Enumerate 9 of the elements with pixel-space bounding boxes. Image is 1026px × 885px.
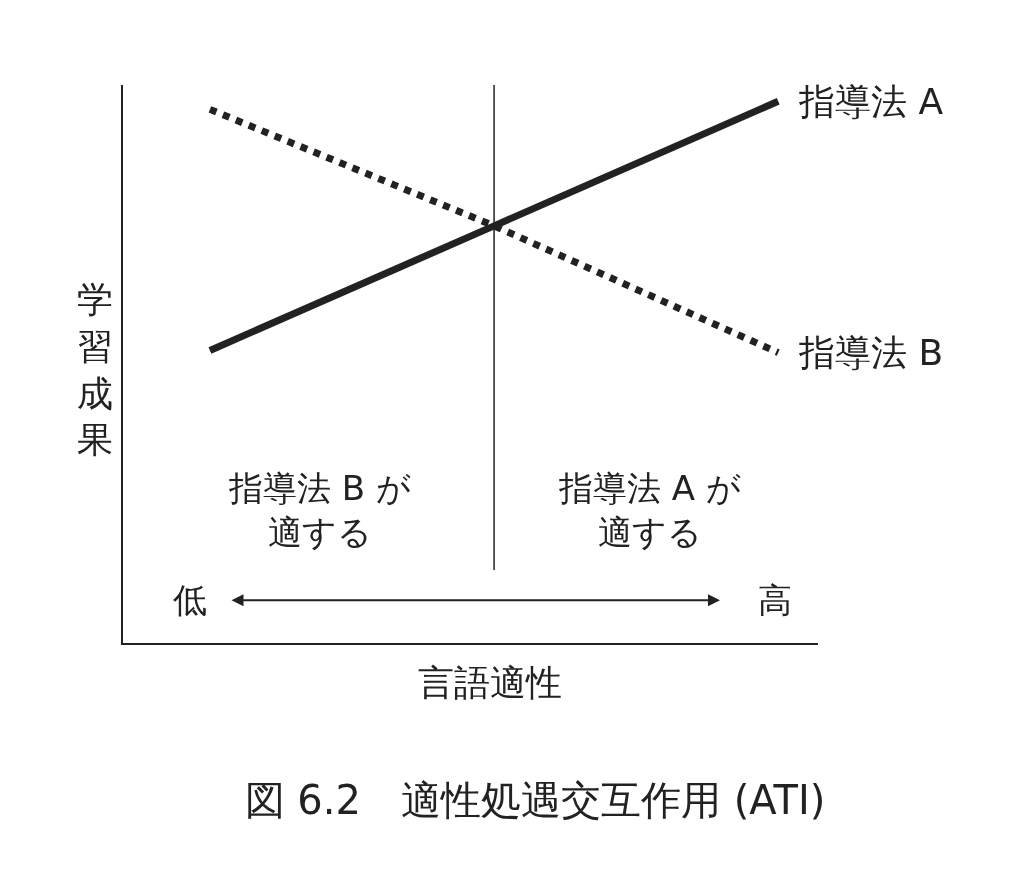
series-label: 指導法 B xyxy=(798,332,944,373)
x-axis-title: 言語適性 xyxy=(418,662,562,703)
annotation: 指導法 A が適する xyxy=(558,468,741,553)
series-label: 指導法 A xyxy=(798,81,944,122)
text: 図 6.2 適性処遇交互作用 (ATI) xyxy=(244,777,826,823)
annotation: 低 xyxy=(173,580,207,620)
annotation: 指導法 B が適する xyxy=(228,468,411,553)
y-axis-title: 学習成果 xyxy=(77,279,113,461)
annotation: 高 xyxy=(758,580,792,620)
